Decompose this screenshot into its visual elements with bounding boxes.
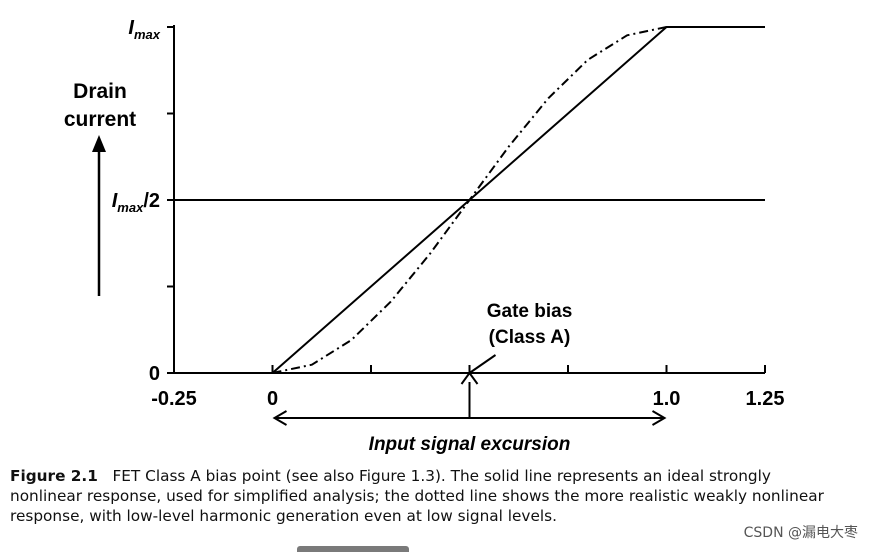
x-axis-label: Input signal excursion	[369, 434, 571, 455]
y-axis-label-arrowhead	[92, 135, 106, 152]
x-tick-label: 0	[267, 388, 278, 410]
scroll-handle	[297, 546, 409, 552]
realistic-response-curve	[272, 26, 667, 374]
gate-bias-annotation: Gate bias	[487, 301, 573, 322]
source-watermark: CSDN @漏电大枣	[743, 525, 858, 541]
chart-text-layer: -0.25 0 1.0 1.25 0 Imax/2 Imax Drain current Gate…	[64, 17, 785, 455]
y-tick-label: 0	[149, 363, 160, 385]
y-axis-label: Drain	[73, 80, 127, 103]
gate-bias-pointer	[468, 354, 497, 374]
figure-label: Figure 2.1	[10, 467, 98, 485]
bias-point-chart: -0.25 0 1.0 1.25 0 Imax/2 Imax Drain current Gate…	[64, 17, 785, 455]
excursion-arrowhead-left	[272, 410, 288, 426]
y-axis-label: current	[64, 108, 136, 131]
figure-caption-text: FET Class A bias point (see also Figure …	[10, 467, 824, 525]
x-tick-label: 1.25	[746, 388, 785, 410]
y-tick-label: Imax	[128, 17, 160, 42]
y-tick-label: Imax/2	[112, 190, 160, 215]
gate-bias-annotation: (Class A)	[489, 327, 571, 348]
x-tick-label: 1.0	[653, 388, 681, 410]
excursion-arrowhead-right	[651, 410, 667, 426]
figure-caption: Figure 2.1 FET Class A bias point (see a…	[10, 466, 830, 526]
x-tick-label: -0.25	[151, 388, 197, 410]
